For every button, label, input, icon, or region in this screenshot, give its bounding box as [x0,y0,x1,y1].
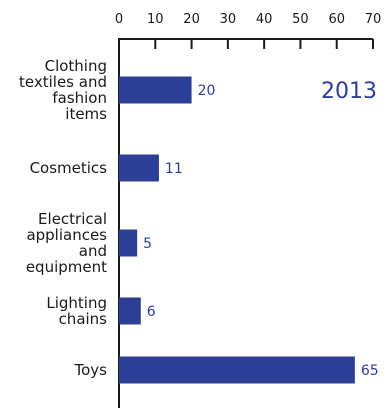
x-tick-label: 30 [220,12,237,27]
value-label: 20 [198,83,216,99]
bar [119,356,355,384]
value-label: 6 [147,304,156,320]
value-label: 5 [143,236,152,252]
x-tick-label: 60 [328,12,345,27]
year-annotation: 2013 [321,79,377,104]
category-label: Clothing textiles and fashion items [19,57,107,123]
bar [119,76,192,104]
category-labels: Clothing textiles and fashion items Cosmetic… [19,57,107,379]
x-axis-ticks: 0 10 20 30 40 50 60 70 [115,12,381,49]
bar [119,297,141,325]
x-tick-label: 20 [183,12,200,27]
x-tick-label: 40 [256,12,273,27]
x-tick-label: 70 [365,12,382,27]
bar [119,154,159,182]
category-label: Toys [74,361,108,379]
category-label: Lighting chains [46,294,107,328]
category-label: Cosmetics [30,159,108,177]
category-label: Electrical appliances and equipment [26,210,107,276]
value-label: 65 [361,363,379,379]
x-tick-label: 10 [147,12,164,27]
x-tick-label: 50 [292,12,309,27]
value-label: 11 [165,161,183,177]
bar [119,229,138,257]
x-tick-label: 0 [115,12,123,27]
bars: 20 11 5 6 65 [119,76,379,384]
